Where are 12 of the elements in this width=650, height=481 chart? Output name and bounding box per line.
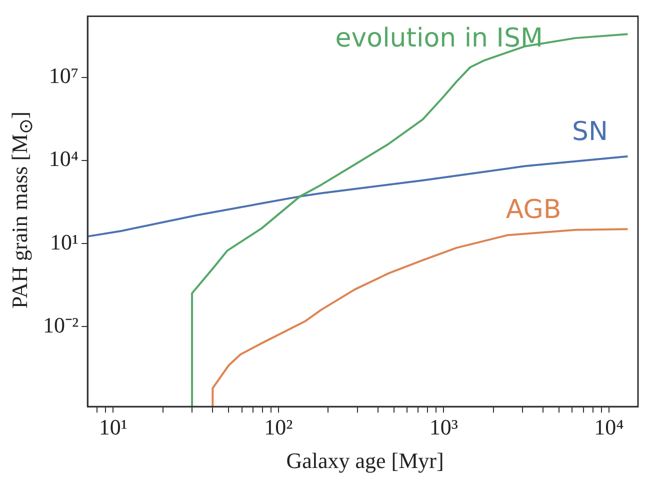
x-tick-label: 10¹ [98,414,128,440]
series-label: AGB [506,195,562,226]
y-tick-label: 10¹ [50,229,79,254]
y-tick-label: 10⁴ [48,146,79,172]
y-tick-label: 10⁷ [48,63,79,88]
x-tick-label: 10³ [429,414,458,440]
series-label: evolution in ISM [335,23,543,54]
x-tick-label: 10⁴ [594,414,624,440]
y-tick-label: 10⁻² [42,312,79,338]
x-axis-title: Galaxy age [Myr] [285,448,445,474]
series-label: SN [572,117,608,148]
x-tick-label: 10² [264,414,294,440]
